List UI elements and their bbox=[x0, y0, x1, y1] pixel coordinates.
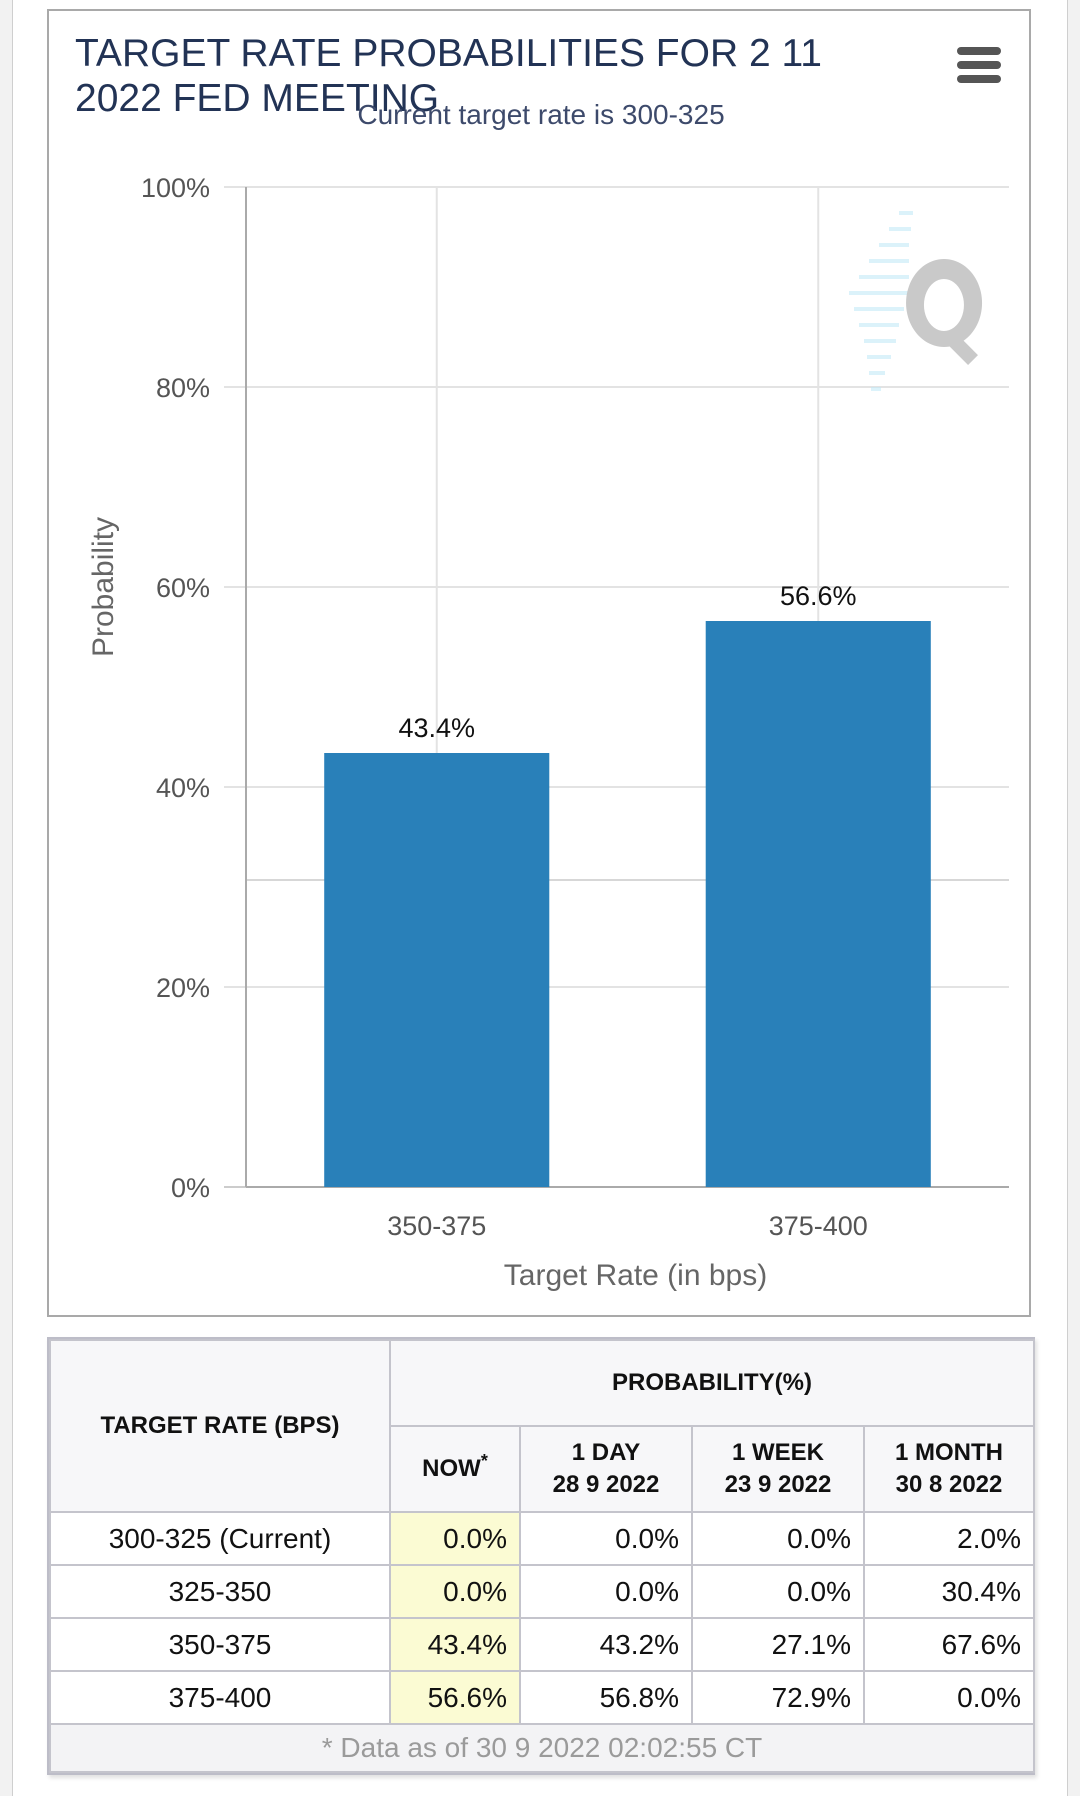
rate-cell: 375-400 bbox=[49, 1670, 391, 1725]
table-row: 375-400 56.6% 56.8% 72.9% 0.0% bbox=[49, 1670, 1035, 1725]
day-cell: 43.2% bbox=[519, 1617, 693, 1672]
data-label: 56.6% bbox=[780, 581, 857, 611]
header-probability: PROBABILITY(%) bbox=[389, 1339, 1035, 1427]
table-row: 325-350 0.0% 0.0% 0.0% 30.4% bbox=[49, 1564, 1035, 1619]
data-timestamp: * Data as of 30 9 2022 02:02:55 CT bbox=[49, 1723, 1035, 1773]
table-row: 350-375 43.4% 43.2% 27.1% 67.6% bbox=[49, 1617, 1035, 1672]
month-cell: 67.6% bbox=[863, 1617, 1035, 1672]
bar bbox=[705, 621, 931, 1187]
header-1month-label: 1 MONTH bbox=[895, 1439, 1003, 1466]
x-tick-label: 350-375 bbox=[387, 1211, 486, 1241]
x-tick-label: 375-400 bbox=[769, 1211, 868, 1241]
week-cell: 0.0% bbox=[691, 1511, 865, 1566]
week-cell: 0.0% bbox=[691, 1564, 865, 1619]
header-now-label: NOW bbox=[422, 1455, 481, 1482]
month-cell: 2.0% bbox=[863, 1511, 1035, 1566]
y-tick-label: 80% bbox=[156, 373, 210, 403]
rate-cell: 325-350 bbox=[49, 1564, 391, 1619]
day-cell: 0.0% bbox=[519, 1511, 693, 1566]
y-tick-label: 20% bbox=[156, 973, 210, 1003]
header-1day-date: 28 9 2022 bbox=[552, 1471, 660, 1498]
menu-bar-bottom bbox=[957, 75, 1001, 83]
y-tick-label: 0% bbox=[171, 1173, 210, 1203]
bar bbox=[324, 753, 550, 1187]
day-cell: 56.8% bbox=[519, 1670, 693, 1725]
data-label: 43.4% bbox=[398, 713, 475, 743]
header-1month-date: 30 8 2022 bbox=[895, 1471, 1003, 1498]
chart-panel: 0% 20% 40% 60% 80% 100% 43.4% 350-375 56.6% 375-4… bbox=[47, 9, 1031, 1317]
header-1week-date: 23 9 2022 bbox=[724, 1471, 832, 1498]
x-axis-title: Target Rate (in bps) bbox=[504, 1259, 767, 1292]
hamburger-menu-icon[interactable] bbox=[955, 47, 1003, 87]
rate-cell: 350-375 bbox=[49, 1617, 391, 1672]
table-footer-row: * Data as of 30 9 2022 02:02:55 CT bbox=[49, 1723, 1035, 1773]
header-target-rate: TARGET RATE (BPS) bbox=[49, 1339, 391, 1513]
menu-bar-top bbox=[957, 47, 1001, 55]
watermark-logo bbox=[849, 211, 983, 391]
table-row: 300-325 (Current) 0.0% 0.0% 0.0% 2.0% bbox=[49, 1511, 1035, 1566]
header-now-asterisk: * bbox=[480, 1451, 488, 1471]
bars bbox=[324, 621, 931, 1187]
y-tick-label: 60% bbox=[156, 573, 210, 603]
probability-table: TARGET RATE (BPS) PROBABILITY(%) NOW* 1 … bbox=[47, 1337, 1035, 1775]
labels: 0% 20% 40% 60% 80% 100% 43.4% 350-375 56.6% 375-4… bbox=[87, 173, 868, 1292]
y-axis-title: Probability bbox=[87, 517, 120, 657]
chart-title: TARGET RATE PROBABILITIES FOR 2 11 2022 … bbox=[75, 32, 822, 120]
header-1day: 1 DAY 28 9 2022 bbox=[519, 1425, 693, 1513]
now-cell: 56.6% bbox=[389, 1670, 521, 1725]
y-tick-label: 40% bbox=[156, 773, 210, 803]
header-1week-label: 1 WEEK bbox=[731, 1439, 824, 1466]
now-cell: 43.4% bbox=[389, 1617, 521, 1672]
header-1week: 1 WEEK 23 9 2022 bbox=[691, 1425, 865, 1513]
y-tick-label: 100% bbox=[141, 173, 210, 203]
day-cell: 0.0% bbox=[519, 1564, 693, 1619]
month-cell: 30.4% bbox=[863, 1564, 1035, 1619]
header-now: NOW* bbox=[389, 1425, 521, 1513]
week-cell: 27.1% bbox=[691, 1617, 865, 1672]
menu-bar-middle bbox=[957, 61, 1001, 69]
bar-chart: 0% 20% 40% 60% 80% 100% 43.4% 350-375 56.6% 375-4… bbox=[87, 173, 1009, 1292]
month-cell: 0.0% bbox=[863, 1670, 1035, 1725]
header-1month: 1 MONTH 30 8 2022 bbox=[863, 1425, 1035, 1513]
chart-subtitle: Current target rate is 300-325 bbox=[357, 99, 725, 130]
rate-cell: 300-325 (Current) bbox=[49, 1511, 391, 1566]
header-1day-label: 1 DAY bbox=[571, 1439, 641, 1466]
week-cell: 72.9% bbox=[691, 1670, 865, 1725]
now-cell: 0.0% bbox=[389, 1511, 521, 1566]
now-cell: 0.0% bbox=[389, 1564, 521, 1619]
